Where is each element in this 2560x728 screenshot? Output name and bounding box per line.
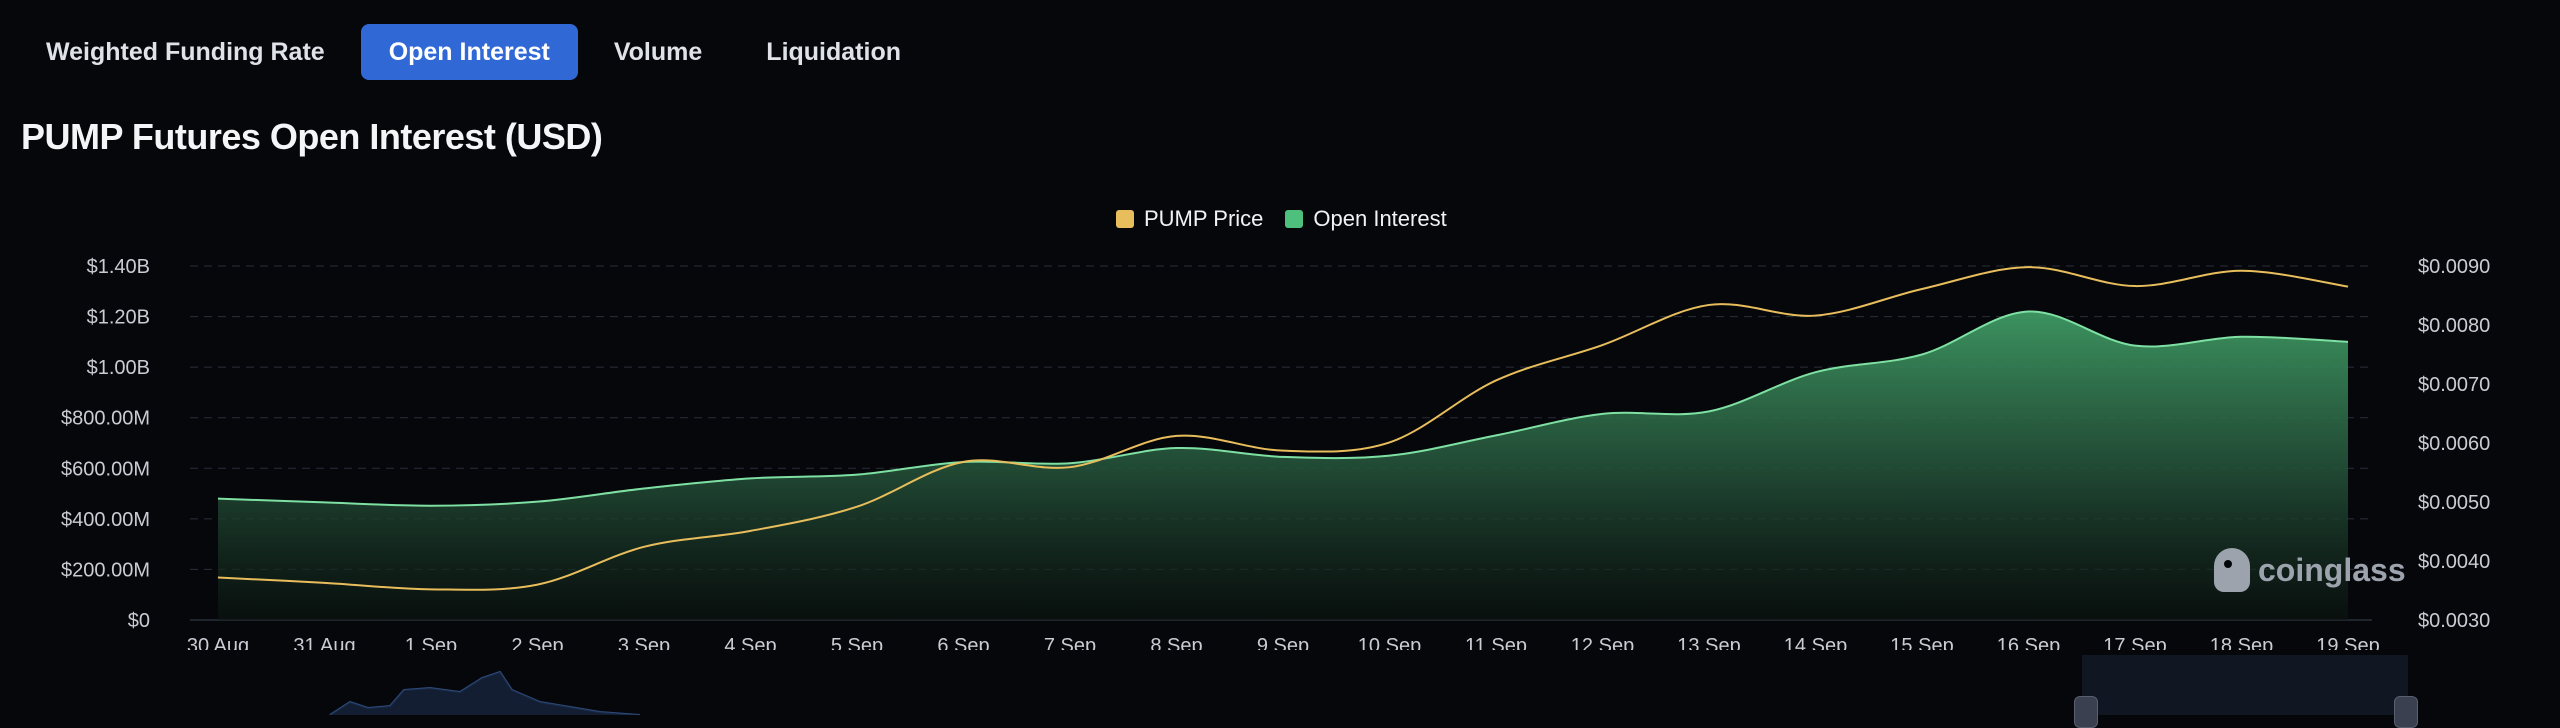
chart-legend: PUMP Price Open Interest [1116,206,1447,232]
left-axis-tick: $1.00B [87,357,150,379]
x-axis-tick: 7 Sep [1044,635,1096,650]
tab-weighted-funding-rate[interactable]: Weighted Funding Rate [46,37,325,66]
pump-price-line [217,266,2349,591]
x-axis-tick: 30 Aug [187,635,249,650]
x-axis-tick: 13 Sep [1677,635,1740,650]
right-axis-tick: $0.0050 [2418,492,2490,514]
tab-open-interest[interactable]: Open Interest [360,24,578,80]
legend-swatch-pump-price [1116,210,1134,228]
legend-item-open-interest[interactable]: Open Interest [1285,206,1447,232]
x-axis-tick: 10 Sep [1358,635,1421,650]
right-axis-tick: $0.0070 [2418,374,2490,396]
x-axis-tick: 4 Sep [724,635,776,650]
left-axis-ticks: $0 $200.00M $400.00M $600.00M $800.00M $1.00B… [61,256,150,632]
tab-liquidation[interactable]: Liquidation [766,37,901,66]
open-interest-chart[interactable]: $0 $200.00M $400.00M $600.00M $800.00M $1.00B… [0,0,2560,650]
x-axis-tick: 3 Sep [618,635,670,650]
navigator-right-handle[interactable] [2394,696,2418,728]
left-axis-tick: $1.20B [87,307,150,329]
legend-label-pump-price: PUMP Price [1144,206,1264,231]
open-interest-area [218,311,2348,620]
x-axis-tick: 12 Sep [1571,635,1634,650]
navigator-selected-window[interactable] [2082,655,2408,715]
left-axis-tick: $1.40B [87,256,150,278]
right-axis-ticks: $0.0030 $0.0040 $0.0050 $0.0060 $0.0070 $0.00… [2418,256,2490,632]
x-axis-tick: 9 Sep [1257,635,1309,650]
x-axis-tick: 31 Aug [293,635,355,650]
legend-swatch-open-interest [1285,210,1304,228]
left-axis-tick: $600.00M [61,458,150,480]
x-axis-tick: 15 Sep [1890,635,1953,650]
x-axis-tick: 6 Sep [937,635,989,650]
right-axis-tick: $0.0030 [2418,610,2490,632]
x-axis-ticks: 30 Aug 31 Aug 1 Sep 2 Sep 3 Sep 4 Sep 5 Sep 6 S… [187,635,2380,650]
right-axis-tick: $0.0040 [2418,551,2490,573]
range-navigator[interactable] [0,650,2560,715]
right-axis-tick: $0.0090 [2418,256,2490,278]
legend-label-open-interest: Open Interest [1313,206,1447,231]
metric-tabs: Weighted Funding Rate Open Interest Volu… [18,24,929,80]
page-title: PUMP Futures Open Interest (USD) [21,116,603,157]
left-axis-tick: $400.00M [61,509,150,531]
x-axis-tick: 19 Sep [2316,635,2379,650]
left-axis-tick: $800.00M [61,408,150,430]
brand-name: coinglass [2258,551,2406,588]
coinglass-logo-icon [2214,548,2250,592]
legend-item-pump-price[interactable]: PUMP Price [1116,206,1263,232]
right-axis-tick: $0.0080 [2418,315,2490,337]
left-axis-tick: $0 [128,610,150,632]
x-axis-tick: 18 Sep [2210,635,2273,650]
x-axis-tick: 14 Sep [1784,635,1847,650]
open-interest-line [217,310,2349,507]
x-axis-tick: 16 Sep [1997,635,2060,650]
tab-volume[interactable]: Volume [613,37,703,66]
navigator-left-handle[interactable] [2074,696,2098,728]
right-axis-tick: $0.0060 [2418,433,2490,455]
left-axis-tick: $200.00M [61,559,150,581]
x-axis-tick: 1 Sep [405,635,457,650]
x-axis-tick: 11 Sep [1465,635,1527,650]
x-axis-tick: 2 Sep [511,635,563,650]
brand-watermark: coinglass [2214,548,2406,592]
x-axis-tick: 5 Sep [831,635,883,650]
x-axis-tick: 8 Sep [1150,635,1202,650]
navigator-preview-area [330,672,640,715]
x-axis-tick: 17 Sep [2103,635,2166,650]
